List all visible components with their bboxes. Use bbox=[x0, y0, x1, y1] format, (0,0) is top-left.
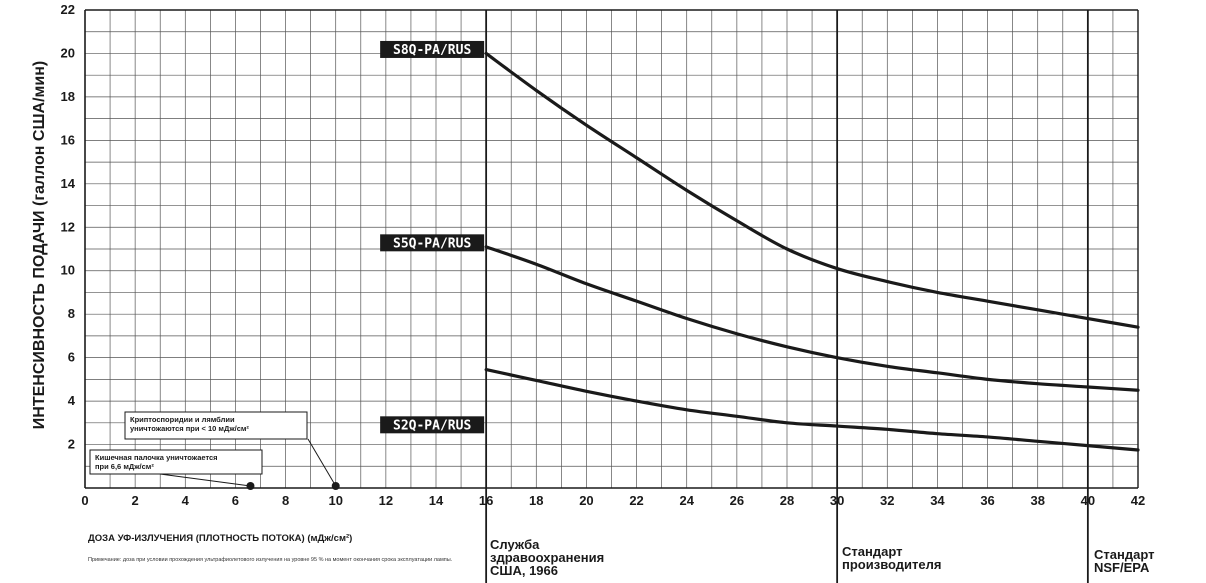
y-tick-label: 12 bbox=[61, 219, 75, 234]
x-tick-label: 32 bbox=[880, 493, 894, 508]
standard-label-nsf: Стандарт NSF/EPA bbox=[1094, 547, 1155, 575]
x-tick-label: 2 bbox=[132, 493, 139, 508]
x-tick-label: 14 bbox=[429, 493, 444, 508]
y-tick-label: 10 bbox=[61, 263, 75, 278]
annotation-text: уничтожаются при < 10 мДж/см² bbox=[130, 424, 249, 433]
series-label: S8Q-PA/RUS bbox=[393, 43, 471, 58]
x-tick-labels: 0 2 4 6 8 10 12 14 16 18 20 22 24 26 28 30 32 34 36 38 40 42 bbox=[81, 493, 1145, 508]
x-tick-label: 16 bbox=[479, 493, 493, 508]
series-line bbox=[484, 367, 1140, 452]
x-tick-label: 6 bbox=[232, 493, 239, 508]
x-tick-label: 20 bbox=[579, 493, 593, 508]
annotation-leader bbox=[159, 473, 251, 487]
annotation-box bbox=[124, 411, 308, 440]
y-tick-label: 20 bbox=[61, 45, 75, 60]
footnote: Примечание: доза при условии прохождения… bbox=[88, 557, 453, 563]
annotation-point bbox=[331, 482, 340, 490]
x-axis-label: ДОЗА УФ-ИЗЛУЧЕНИЯ (ПЛОТНОСТЬ ПОТОКА) (мД… bbox=[88, 533, 353, 544]
x-tick-label: 24 bbox=[679, 493, 694, 508]
series-label-bg bbox=[380, 234, 485, 252]
y-tick-label: 6 bbox=[68, 350, 75, 365]
x-tick-label: 40 bbox=[1081, 493, 1095, 508]
y-tick-label: 16 bbox=[61, 132, 75, 147]
y-tick-label: 14 bbox=[61, 176, 76, 191]
x-tick-label: 42 bbox=[1131, 493, 1145, 508]
series-label-bg bbox=[380, 40, 485, 58]
x-tick-label: 36 bbox=[980, 493, 994, 508]
x-tick-label: 12 bbox=[379, 493, 393, 508]
x-tick-label: 18 bbox=[529, 493, 543, 508]
y-tick-label: 8 bbox=[68, 306, 75, 321]
x-tick-label: 30 bbox=[830, 493, 844, 508]
x-tick-label: 10 bbox=[328, 493, 342, 508]
y-tick-label: 22 bbox=[61, 2, 75, 17]
axes bbox=[84, 9, 1139, 489]
x-tick-label: 22 bbox=[629, 493, 643, 508]
series-line bbox=[484, 245, 1140, 392]
standard-label-phs: Служба здравоохранения США, 1966 bbox=[490, 537, 605, 578]
standard-label-manufacturer: Стандарт производителя bbox=[842, 544, 942, 572]
x-tick-label: 8 bbox=[282, 493, 289, 508]
annotation-leader bbox=[307, 438, 337, 487]
annotation-box bbox=[89, 449, 263, 475]
x-tick-label: 4 bbox=[182, 493, 190, 508]
x-tick-label: 26 bbox=[730, 493, 744, 508]
series-line bbox=[484, 51, 1140, 329]
x-tick-label: 28 bbox=[780, 493, 794, 508]
series-label: S5Q-PA/RUS bbox=[393, 236, 471, 251]
annotation-point bbox=[246, 482, 255, 490]
y-tick-label: 18 bbox=[61, 89, 75, 104]
y-tick-label: 2 bbox=[68, 437, 75, 452]
series-label: S2Q-PA/RUS bbox=[393, 418, 471, 433]
y-tick-label: 4 bbox=[68, 393, 76, 408]
annotation-text: при 6,6 мДж/см² bbox=[95, 462, 154, 471]
series-lines bbox=[484, 51, 1140, 452]
x-tick-label: 0 bbox=[81, 493, 88, 508]
x-tick-label: 38 bbox=[1030, 493, 1044, 508]
annotation-text: Криптоспоридии и лямблии bbox=[130, 415, 235, 424]
series-labels: S8Q-PA/RUS S5Q-PA/RUS S2Q-PA/RUS bbox=[380, 40, 485, 434]
annotation-text: Кишечная палочка уничтожается bbox=[95, 453, 218, 462]
y-axis-label: ИНТЕНСИВНОСТЬ ПОДАЧИ (галлон США/мин) bbox=[31, 61, 48, 429]
y-tick-labels: 2 4 6 8 10 12 14 16 18 20 22 bbox=[61, 2, 76, 452]
series-label-bg bbox=[380, 416, 485, 434]
x-tick-label: 34 bbox=[930, 493, 945, 508]
